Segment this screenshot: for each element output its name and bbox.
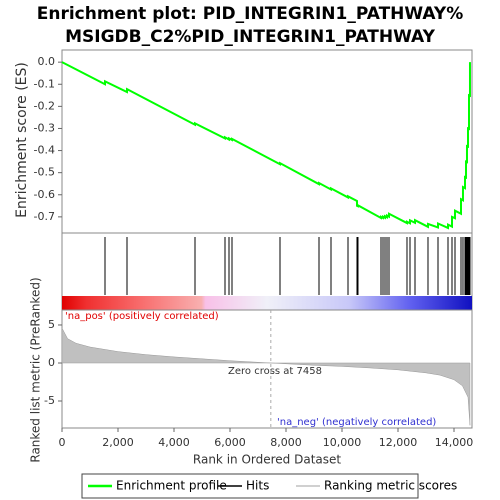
x-tick-label: 6,000: [214, 436, 246, 449]
y-axis-label: Enrichment score (ES): [14, 62, 30, 218]
chart-title: Enrichment plot: PID_INTEGRIN1_PATHWAY%: [37, 4, 464, 24]
x-tick-label: 14,000: [435, 436, 474, 449]
metric-area: [61, 327, 471, 426]
x-tick-label: 8,000: [270, 436, 302, 449]
x-axis-label: Rank in Ordered Dataset: [193, 453, 341, 467]
enrichment-line: [61, 61, 471, 230]
y-tick-label: -0.3: [34, 121, 55, 134]
es-panel: [61, 49, 473, 234]
legend: [81, 473, 419, 499]
annotation: Zero cross at 7458: [228, 366, 322, 377]
y-tick-label: -0.6: [34, 188, 55, 201]
x-tick-label: 4,000: [158, 436, 190, 449]
legend-label: Ranking metric scores: [324, 479, 457, 493]
chart-title: MSIGDB_C2%PID_INTEGRIN1_PATHWAY: [65, 27, 436, 47]
y-tick-label: -5: [44, 394, 55, 407]
x-tick-label: 2,000: [102, 436, 134, 449]
annotation: 'na_pos' (positively correlated): [65, 311, 219, 322]
y-tick-label: -0.1: [34, 77, 55, 90]
y-tick-label: -0.4: [34, 144, 55, 157]
y-tick-label: 0: [48, 356, 55, 369]
x-tick-label: 0: [59, 436, 66, 449]
legend-label: Enrichment profile: [116, 479, 227, 493]
x-tick-label: 12,000: [379, 436, 418, 449]
y-axis-label: Ranked list metric (PreRanked): [29, 277, 43, 462]
annotation: 'na_neg' (negatively correlated): [277, 417, 436, 428]
y-tick-label: -0.5: [34, 166, 55, 179]
y-tick-label: 0.0: [38, 55, 56, 68]
y-tick-label: 5: [48, 318, 55, 331]
y-tick-label: -0.7: [34, 210, 55, 223]
x-tick-label: 10,000: [323, 436, 362, 449]
legend-label: Hits: [246, 479, 269, 493]
y-tick-label: -0.2: [34, 99, 55, 112]
color-bar: [62, 296, 472, 310]
